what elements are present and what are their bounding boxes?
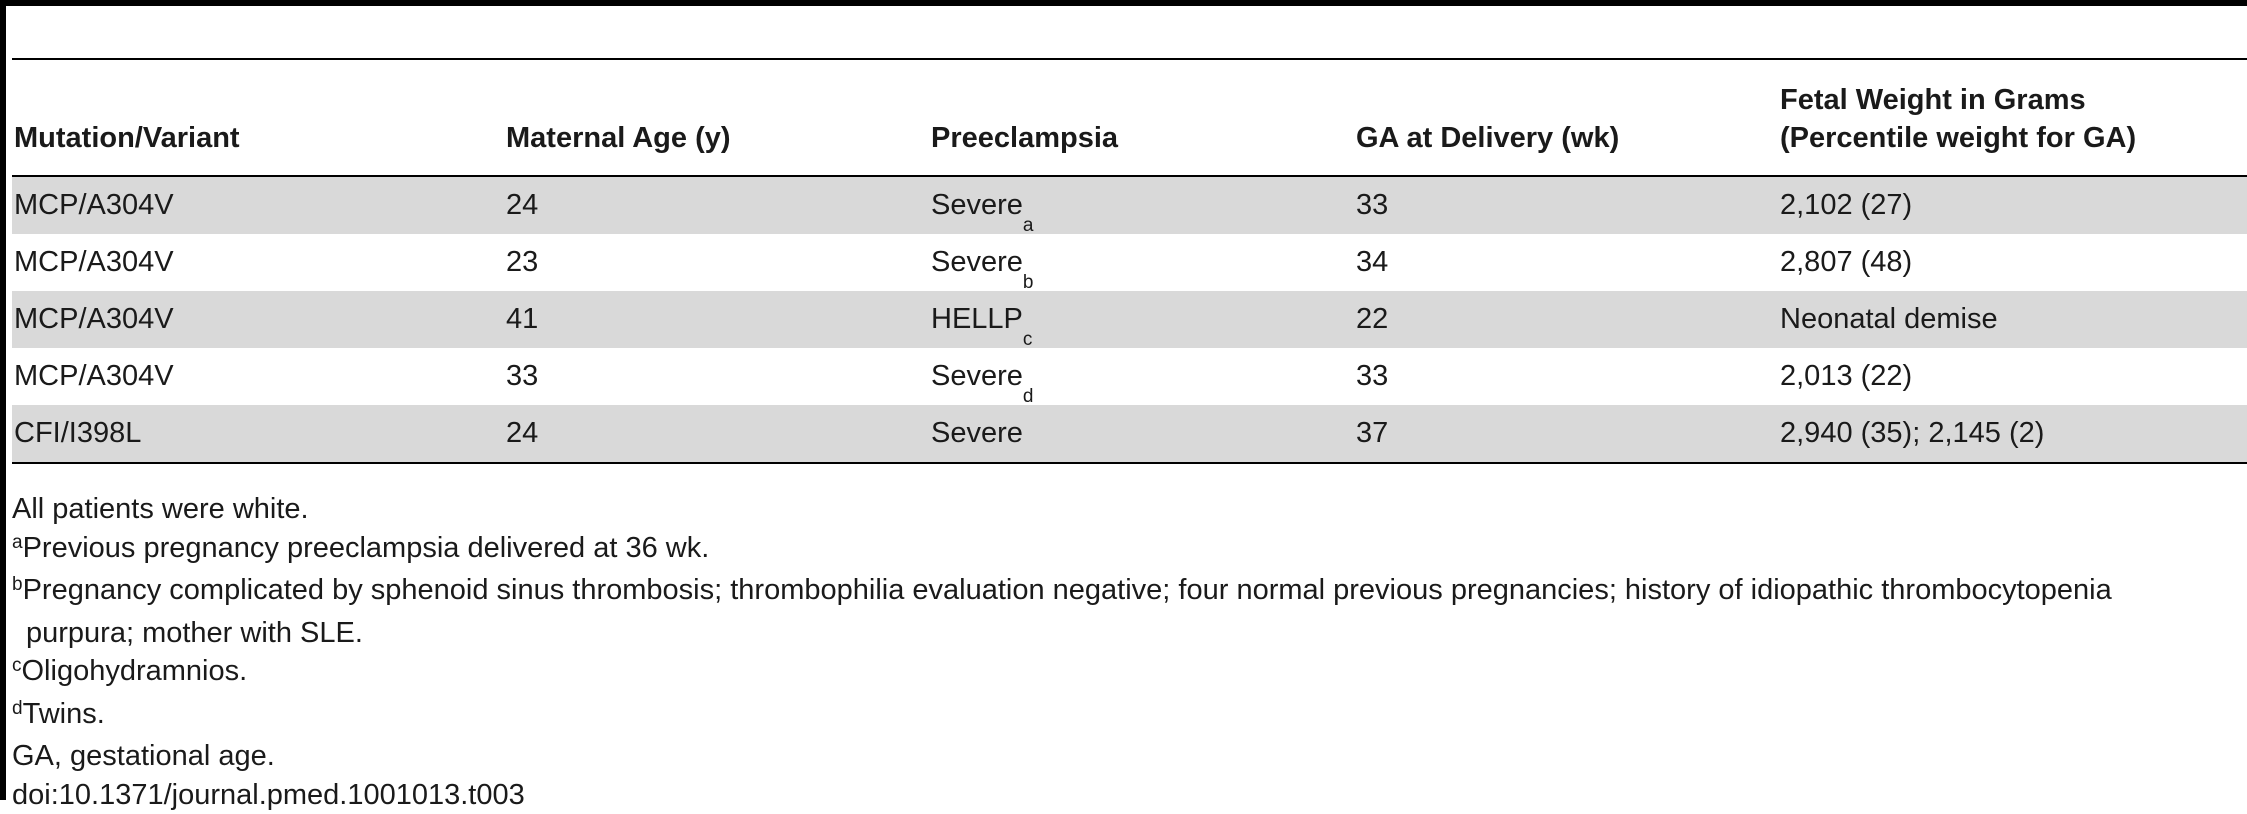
preeclampsia-text: Severe [931,246,1023,278]
footnote-marker: a [1023,215,1034,236]
cell-variant: MCP/A304V [12,234,504,291]
footnote-d: dTwins. [12,695,2247,738]
cell-ga: 37 [1354,405,1778,463]
footnote-marker: b [1023,272,1034,293]
footnote-a-text: Previous pregnancy preeclampsia delivere… [23,532,710,564]
footnote-a: aPrevious pregnancy preeclampsia deliver… [12,529,2247,572]
cell-ga: 22 [1354,291,1778,348]
cell-weight: 2,940 (35); 2,145 (2) [1778,405,2247,463]
footnote-b-continued: purpura; mother with SLE. [12,614,2247,653]
header-preeclampsia: Preeclampsia [929,58,1354,176]
table-row: MCP/A304V 41 HELLPb 22 Neonatal demise [12,291,2247,348]
cell-weight: 2,807 (48) [1778,234,2247,291]
table-container: Mutation/Variant Maternal Age (y) Preecl… [12,58,2247,464]
cell-age: 23 [504,234,929,291]
table-row: MCP/A304V 23 Severea 34 2,807 (48) [12,234,2247,291]
header-fetal-weight-line1: Fetal Weight in Grams [1780,84,2086,116]
header-ga-at-delivery: GA at Delivery (wk) [1354,58,1778,176]
footnote-marker: c [1023,329,1033,350]
header-maternal-age: Maternal Age (y) [504,58,929,176]
cell-weight: Neonatal demise [1778,291,2247,348]
table-footnotes: All patients were white. aPrevious pregn… [12,490,2247,814]
cell-preeclampsia: HELLPb [929,291,1354,348]
left-border [0,0,6,800]
cell-variant: MCP/A304V [12,348,504,405]
preeclampsia-text: Severe [931,189,1023,221]
table-row: MCP/A304V 33 Severec 33 2,013 (22) [12,348,2247,405]
header-fetal-weight-line2: (Percentile weight for GA) [1780,122,2136,154]
data-table: Mutation/Variant Maternal Age (y) Preecl… [12,58,2247,464]
cell-weight: 2,013 (22) [1778,348,2247,405]
cell-ga: 33 [1354,348,1778,405]
cell-age: 33 [504,348,929,405]
header-fetal-weight: Fetal Weight in Grams (Percentile weight … [1778,58,2247,176]
header-mutation-variant: Mutation/Variant [12,58,504,176]
cell-variant: MCP/A304V [12,176,504,234]
footnote-marker: d [1023,386,1034,407]
footnote-c-marker: c [12,655,22,676]
footnote-d-marker: d [12,698,23,719]
footnote-b-marker: b [12,574,23,595]
footnote-a-marker: a [12,532,23,553]
cell-ga: 34 [1354,234,1778,291]
footnote-d-text: Twins. [23,698,105,730]
preeclampsia-text: Severe [931,360,1023,392]
preeclampsia-text: Severe [931,417,1023,449]
cell-age: 24 [504,405,929,463]
cell-variant: CFI/I398L [12,405,504,463]
cell-age: 41 [504,291,929,348]
footnote-c: cOligohydramnios. [12,652,2247,695]
doi-link[interactable]: doi:10.1371/journal.pmed.1001013.t003 [12,776,2247,814]
header-row: Mutation/Variant Maternal Age (y) Preecl… [12,58,2247,176]
footnote-patients: All patients were white. [12,490,2247,529]
cell-age: 24 [504,176,929,234]
cell-weight: 2,102 (27) [1778,176,2247,234]
top-border [0,0,2247,6]
cell-variant: MCP/A304V [12,291,504,348]
cell-preeclampsia: Severec [929,348,1354,405]
table-row: MCP/A304V 24 Severe 33 2,102 (27) [12,176,2247,234]
table-row: CFI/I398L 24 Severed 37 2,940 (35); 2,14… [12,405,2247,463]
cell-preeclampsia: Severed [929,405,1354,463]
cell-ga: 33 [1354,176,1778,234]
cell-preeclampsia: Severe [929,176,1354,234]
cell-preeclampsia: Severea [929,234,1354,291]
footnote-c-text: Oligohydramnios. [22,655,248,687]
footnote-abbreviation: GA, gestational age. [12,737,2247,776]
footnote-b: bPregnancy complicated by sphenoid sinus… [12,571,2247,614]
footnote-b-text: Pregnancy complicated by sphenoid sinus … [23,574,2112,606]
preeclampsia-text: HELLP [931,303,1023,335]
